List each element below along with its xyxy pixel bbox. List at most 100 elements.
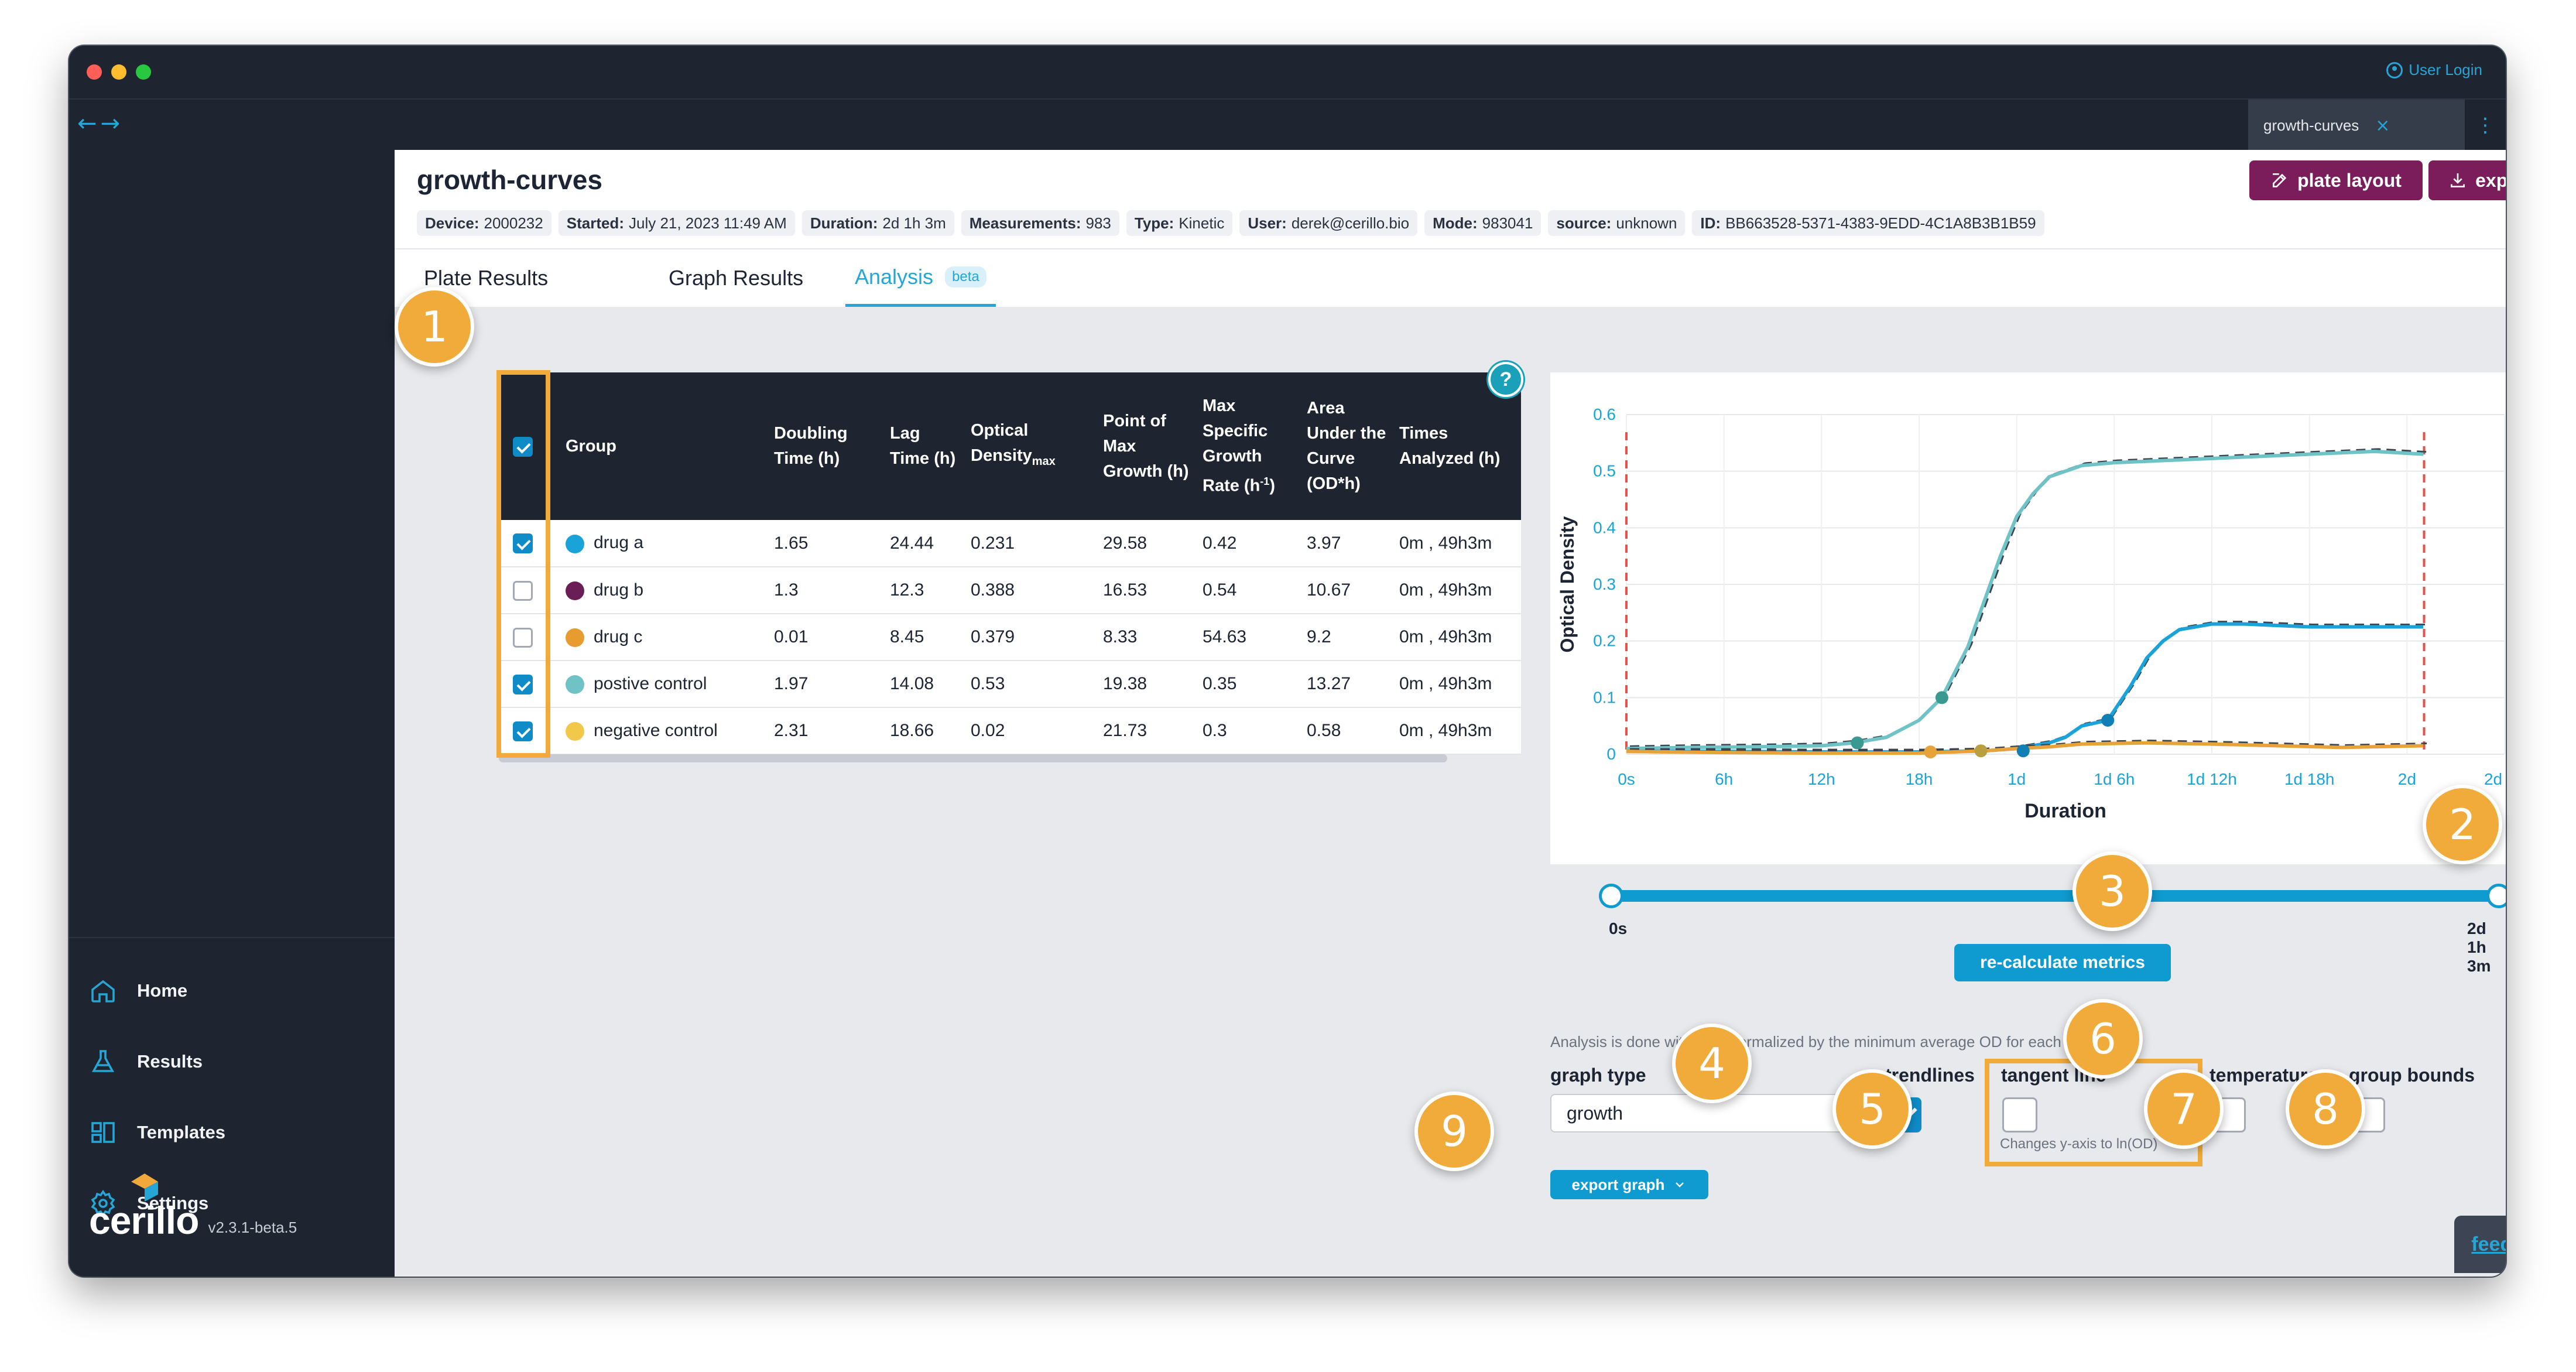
- growth-point-marker: [1924, 745, 1937, 759]
- series-line: [1626, 622, 2424, 754]
- cell-od: 0.231: [971, 533, 1015, 553]
- back-arrow-icon[interactable]: ←: [77, 110, 97, 137]
- y-tick-label: 0.2: [1593, 632, 1616, 650]
- beta-badge: beta: [945, 266, 986, 288]
- callout-4: 4: [1672, 1024, 1752, 1103]
- table-row[interactable]: drug a 1.65 24.44 0.231 29.58 0.42 3.97 …: [499, 520, 1521, 567]
- feedback-label: feedback: [2471, 1233, 2506, 1255]
- chevron-down-icon: [1676, 1182, 1684, 1188]
- x-tick-label: 1d 6h: [2094, 770, 2135, 788]
- edit-icon: [2273, 173, 2287, 187]
- cell-doubling: 2.31: [774, 721, 809, 740]
- cell-od: 0.53: [971, 674, 1005, 693]
- group-name: postive control: [594, 673, 707, 693]
- callout-3: 3: [2073, 851, 2152, 931]
- table-row[interactable]: postive control 1.97 14.08 0.53 19.38 0.…: [499, 661, 1521, 707]
- tab-analysis[interactable]: Analysis beta: [845, 249, 996, 307]
- metrics-table: Group Doubling Time (h) Lag Time (h) Opt…: [499, 372, 1521, 755]
- series-line: [1626, 449, 2424, 751]
- templates-icon: [91, 1121, 115, 1143]
- meta-chip: Measurements: 983: [961, 210, 1119, 236]
- help-icon[interactable]: ?: [1488, 362, 1523, 397]
- x-tick-label: 2d 6h: [2484, 770, 2506, 788]
- slider-end-handle[interactable]: [2486, 884, 2506, 908]
- time-range-slider[interactable]: [1611, 890, 2499, 902]
- cell-times: 0m , 49h3m: [1399, 674, 1492, 693]
- callout-6: 6: [2063, 999, 2143, 1079]
- select-all-checkbox[interactable]: [513, 436, 533, 457]
- col-doubling-time: Doubling Time (h): [774, 424, 848, 468]
- col-times-analyzed: Times Analyzed (h): [1399, 424, 1501, 468]
- table-row[interactable]: drug b 1.3 12.3 0.388 16.53 0.54 10.67 0…: [499, 567, 1521, 614]
- cell-point: 16.53: [1103, 580, 1147, 600]
- growth-point-marker: [2101, 714, 2115, 727]
- tab-graph-results[interactable]: Graph Results: [669, 266, 804, 290]
- meta-chip: Type: Kinetic: [1126, 210, 1233, 236]
- callout-8: 8: [2286, 1069, 2365, 1149]
- more-menu-icon[interactable]: ⋮: [2475, 114, 2495, 137]
- close-tab-icon[interactable]: ×: [2375, 115, 2390, 136]
- recalculate-metrics-button[interactable]: re-calculate metrics: [1954, 944, 2171, 981]
- x-axis-title: Duration: [2025, 800, 2106, 822]
- y-tick-label: 0.4: [1593, 518, 1616, 536]
- cell-lag: 24.44: [890, 533, 934, 553]
- cell-lag: 14.08: [890, 674, 934, 693]
- maximize-window-button[interactable]: [136, 64, 151, 80]
- plate-layout-button[interactable]: plate layout: [2249, 160, 2423, 200]
- nav-arrows: ← →: [77, 109, 120, 138]
- sidebar-divider: [69, 937, 395, 938]
- series-trendline: [1629, 740, 2427, 752]
- sidebar-item-home[interactable]: Home: [89, 955, 225, 1026]
- document-tab[interactable]: growth-curves ×: [2248, 100, 2465, 151]
- gear-icon: [91, 1189, 115, 1217]
- cell-auc: 13.27: [1307, 674, 1351, 693]
- sidebar-item-results[interactable]: Results: [89, 1026, 225, 1097]
- sidebar-item-templates[interactable]: Templates: [89, 1097, 225, 1168]
- cell-rate: 54.63: [1203, 627, 1247, 646]
- callout-1: 1: [395, 287, 474, 367]
- slider-end-label: 2d 1h 3m: [2467, 919, 2491, 975]
- x-tick-label: 1d 18h: [2284, 770, 2335, 788]
- y-tick-label: 0.5: [1593, 462, 1616, 480]
- table-horizontal-scrollbar[interactable]: [499, 754, 1447, 762]
- tab-label: Analysis: [855, 264, 934, 289]
- minimize-window-button[interactable]: [111, 64, 126, 80]
- row-checkbox[interactable]: [513, 674, 533, 694]
- tangent-line-checkbox[interactable]: [2002, 1097, 2037, 1133]
- series-trendline: [1630, 621, 2427, 751]
- cell-od: 0.388: [971, 580, 1015, 600]
- tab-plate-results[interactable]: Plate Results: [424, 266, 549, 290]
- user-login-link[interactable]: User Login: [2386, 61, 2482, 79]
- cell-rate: 0.42: [1203, 533, 1237, 553]
- group-name: negative control: [594, 720, 718, 740]
- cell-times: 0m , 49h3m: [1399, 627, 1492, 646]
- table-header-row: Group Doubling Time (h) Lag Time (h) Opt…: [499, 372, 1521, 520]
- row-checkbox[interactable]: [513, 721, 533, 741]
- slider-start-handle[interactable]: [1599, 884, 1623, 908]
- table-row[interactable]: negative control 2.31 18.66 0.02 21.73 0…: [499, 707, 1521, 754]
- forward-arrow-icon[interactable]: →: [100, 110, 121, 137]
- table-row[interactable]: drug c 0.01 8.45 0.379 8.33 54.63 9.2 0m…: [499, 614, 1521, 661]
- export-graph-button[interactable]: export graph: [1550, 1170, 1708, 1199]
- row-checkbox[interactable]: [513, 627, 533, 648]
- row-checkbox[interactable]: [513, 580, 533, 601]
- growth-point-marker: [2016, 744, 2030, 758]
- export-button[interactable]: export: [2428, 160, 2506, 200]
- close-window-button[interactable]: [87, 64, 102, 80]
- sidebar-nav: Home Results Templates Settings: [89, 955, 225, 1238]
- cell-times: 0m , 49h3m: [1399, 721, 1492, 740]
- cell-auc: 0.58: [1307, 721, 1341, 740]
- y-tick-label: 0.3: [1593, 575, 1616, 593]
- group-name: drug b: [594, 580, 644, 600]
- cell-doubling: 1.97: [774, 674, 809, 693]
- cell-doubling: 0.01: [774, 627, 809, 646]
- group-name: drug a: [594, 533, 644, 553]
- meta-chip: Mode: 983041: [1424, 210, 1542, 236]
- export-label: export: [2475, 169, 2506, 191]
- row-checkbox[interactable]: [513, 533, 533, 554]
- y-tick-label: 0: [1606, 745, 1616, 763]
- cell-doubling: 1.3: [774, 580, 799, 600]
- group-color-swatch: [566, 581, 584, 601]
- series-trendline: [1629, 448, 2427, 747]
- feedback-button[interactable]: feedback: [2454, 1216, 2506, 1273]
